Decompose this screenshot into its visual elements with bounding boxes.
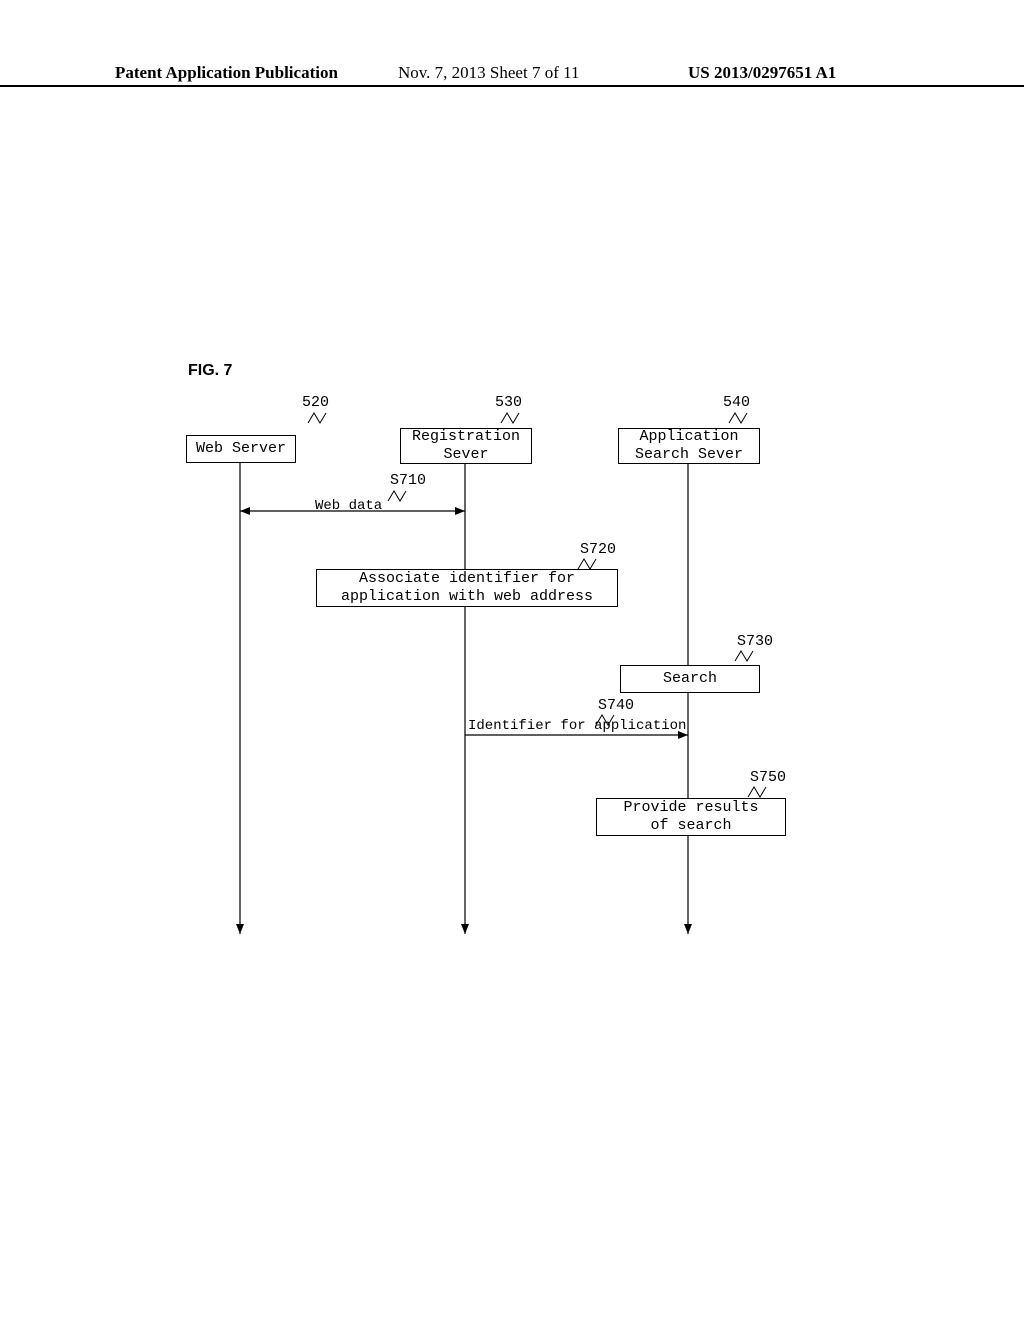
lifeline-ref-540: 540: [723, 394, 750, 411]
step-label-S710: Web data: [315, 498, 382, 514]
lifeline-ref-520: 520: [302, 394, 329, 411]
page: Patent Application Publication Nov. 7, 2…: [0, 0, 1024, 1320]
step-ref-S710: S710: [390, 472, 426, 489]
lifeline-box-530: Registration Sever: [400, 428, 532, 464]
step-ref-S740: S740: [598, 697, 634, 714]
step-ref-S730: S730: [737, 633, 773, 650]
lifeline-box-520: Web Server: [186, 435, 296, 463]
sequence-diagram: [0, 0, 1024, 1320]
step-box-S720: Associate identifier for application wit…: [316, 569, 618, 607]
step-box-S750: Provide results of search: [596, 798, 786, 836]
step-label-S740: Identifier for application: [468, 718, 686, 734]
lifeline-box-540: Application Search Sever: [618, 428, 760, 464]
step-ref-S720: S720: [580, 541, 616, 558]
lifeline-ref-530: 530: [495, 394, 522, 411]
step-ref-S750: S750: [750, 769, 786, 786]
step-box-S730: Search: [620, 665, 760, 693]
